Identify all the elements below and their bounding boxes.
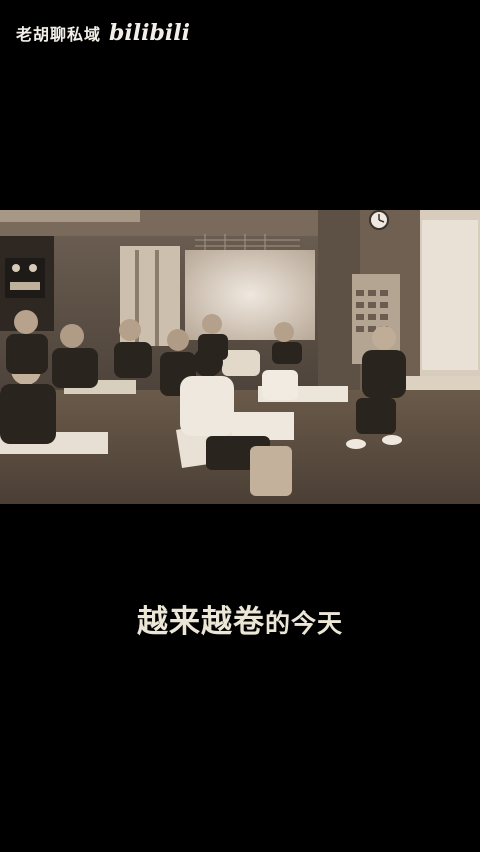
caption-part1: 越来越卷 (136, 604, 265, 640)
watermark: 老胡聊私域 bilibili (16, 20, 190, 46)
channel-name: 老胡聊私域 (16, 25, 102, 44)
video-frame (0, 210, 480, 504)
meeting-room-scene (0, 210, 480, 504)
bilibili-logo: bilibili (109, 20, 190, 46)
subtitle-caption: 越来越卷的今天 (0, 596, 480, 641)
caption-part2: 的今天 (264, 609, 343, 638)
